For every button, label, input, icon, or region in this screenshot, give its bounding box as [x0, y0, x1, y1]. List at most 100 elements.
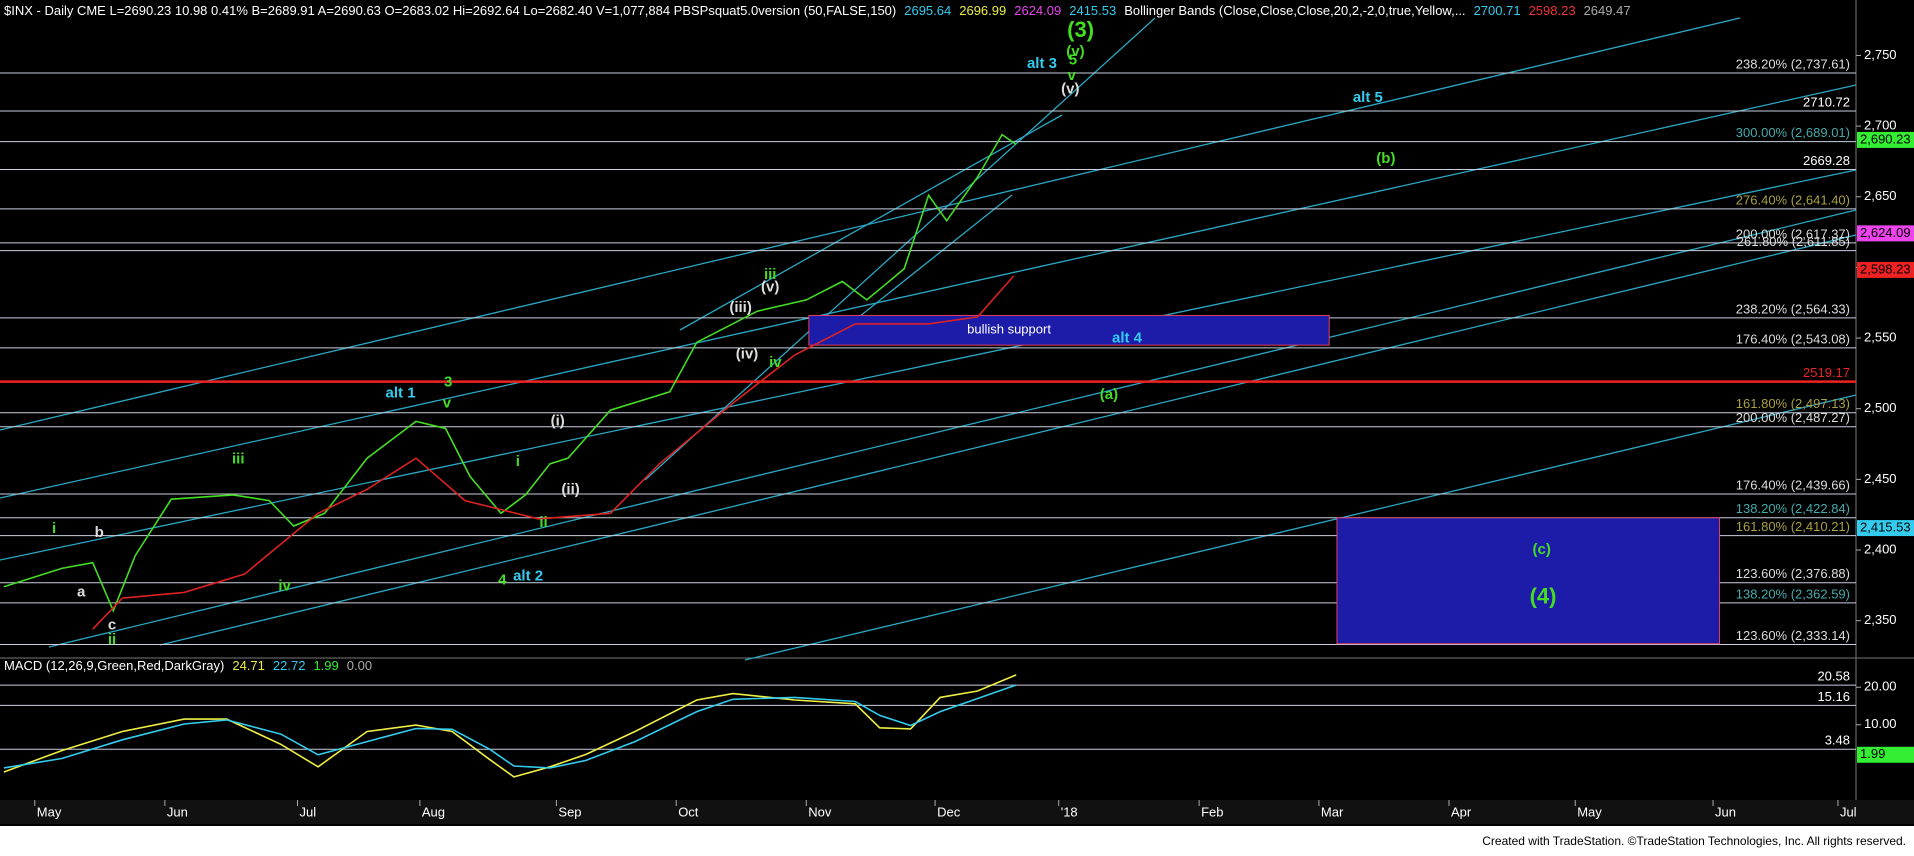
x-tick-label: '18: [1061, 804, 1078, 819]
x-tick-label: Feb: [1201, 804, 1223, 819]
level-label: 15.16: [1817, 689, 1850, 704]
y-tick-label: 2,350: [1864, 612, 1897, 627]
series-line: [3, 684, 1017, 769]
header-item: 2415.53: [1069, 3, 1116, 18]
level-label: 20.58: [1817, 669, 1850, 684]
price-tag: [1857, 746, 1914, 763]
level-label: 138.20% (2,422.84): [1736, 501, 1850, 516]
wave-label: alt 3: [1027, 55, 1057, 72]
wave-label: (iii): [729, 299, 752, 316]
wave-label: alt 2: [513, 568, 543, 585]
price-tag: [1857, 225, 1914, 242]
level-label: 123.60% (2,376.88): [1736, 566, 1850, 581]
wave-label: iv: [278, 577, 291, 594]
header-item: 2696.99: [959, 3, 1006, 18]
trendline: [0, 84, 1857, 499]
footer-band: [0, 826, 1914, 856]
zone-label: bullish support: [967, 322, 1051, 337]
y-tick-label: 2,550: [1864, 330, 1897, 345]
price-tag: [1857, 131, 1914, 148]
header: $INX - Daily CME L=2690.23 10.98 0.41% B…: [4, 3, 1631, 18]
wave-label: (v): [1066, 43, 1084, 60]
header-item: 1.99: [313, 658, 338, 673]
level-label: 2519.17: [1803, 365, 1850, 380]
price-tag-label: 2,690.23: [1860, 131, 1911, 146]
y-tick-label: 2,500: [1864, 400, 1897, 415]
x-tick-label: Oct: [678, 804, 699, 819]
wave-label: iii: [764, 266, 777, 283]
trendline: [644, 17, 1156, 481]
wave-label: (c): [1533, 541, 1551, 558]
level-label: 176.40% (2,439.66): [1736, 477, 1850, 492]
x-tick-label: Sep: [558, 804, 581, 819]
series-line: [3, 133, 1017, 613]
price-tag-label: 2,415.53: [1860, 520, 1911, 535]
y-tick-label: 20.00: [1864, 679, 1897, 694]
wave-label: 3: [444, 374, 452, 391]
level-label: 261.80% (2,611.85): [1737, 234, 1850, 249]
wave-label: b: [95, 524, 104, 541]
y-tick-label: 2,700: [1864, 118, 1897, 133]
wave-label: (a): [1100, 386, 1118, 403]
header-item: 2598.23: [1529, 3, 1576, 18]
header-item: Bollinger Bands (Close,Close,Close,20,2,…: [1124, 3, 1465, 18]
header-item: 24.71: [232, 658, 265, 673]
trendlines: [0, 17, 1857, 661]
level-label: 123.60% (2,333.14): [1736, 628, 1850, 643]
price-tag: [1857, 261, 1914, 278]
x-tick-label: Dec: [937, 804, 961, 819]
price-tag-label: 1.99: [1860, 746, 1885, 761]
level-label: 2710.72: [1803, 94, 1850, 109]
wave-label: (v): [1061, 81, 1079, 98]
y-tick-label: 10.00: [1864, 716, 1897, 731]
x-tick-label: Mar: [1321, 804, 1344, 819]
trendline: [0, 169, 1857, 561]
wave-label: (b): [1376, 150, 1395, 167]
header-item: 2649.47: [1584, 3, 1631, 18]
zone-box: [808, 314, 1330, 346]
header-item: MACD (12,26,9,Green,Red,DarkGray): [4, 658, 224, 673]
wave-label: alt 1: [386, 385, 416, 402]
series-line: [92, 275, 1015, 630]
price-tag: [1857, 520, 1914, 537]
trendline: [48, 209, 1857, 648]
wave-label: v: [1067, 67, 1076, 84]
wave-label: i: [52, 520, 56, 537]
x-tick-label: Nov: [808, 804, 832, 819]
wave-label: alt 5: [1353, 89, 1383, 106]
wave-label: (4): [1530, 583, 1557, 608]
level-label: 2669.28: [1803, 153, 1850, 168]
y-tick-label: 2,650: [1864, 188, 1897, 203]
level-label: 200.00% (2,617.37): [1736, 226, 1850, 241]
y-tick-label: 2,450: [1864, 471, 1897, 486]
y-tick-label: 2,750: [1864, 47, 1897, 62]
price-panel: 2,3502,4002,4502,5002,5502,6002,6502,700…: [0, 3, 1914, 648]
trendline: [744, 394, 1857, 661]
header-item: $INX - Daily CME L=2690.23 10.98 0.41% B…: [4, 3, 896, 18]
header-item: 2695.64: [904, 3, 951, 18]
trendline: [159, 234, 1857, 646]
x-tick-label: Jul: [300, 804, 317, 819]
level-label: 161.80% (2,410.21): [1736, 519, 1850, 534]
footer-text: Created with TradeStation. ©TradeStation…: [1482, 834, 1906, 848]
header-item: 22.72: [273, 658, 306, 673]
x-tick-label: Jun: [1715, 804, 1736, 819]
level-label: 138.20% (2,362.59): [1736, 586, 1850, 601]
wave-label: 4: [498, 571, 507, 588]
header: MACD (12,26,9,Green,Red,DarkGray) 24.71 22…: [4, 658, 372, 673]
wave-label: ii: [108, 631, 116, 648]
x-tick-label: Jun: [167, 804, 188, 819]
wave-label: iv: [769, 354, 782, 371]
wave-label: (3): [1067, 17, 1094, 42]
level-label: 176.40% (2,543.08): [1736, 331, 1850, 346]
price-tag-label: 2,624.09: [1860, 225, 1911, 240]
wave-label: (ii): [561, 481, 579, 498]
header-item: 2700.71: [1474, 3, 1521, 18]
trendline: [679, 114, 1063, 331]
level-label: 161.80% (2,497.13): [1736, 396, 1850, 411]
x-tick-label: Jul: [1840, 804, 1857, 819]
wave-label: (v): [761, 278, 779, 295]
